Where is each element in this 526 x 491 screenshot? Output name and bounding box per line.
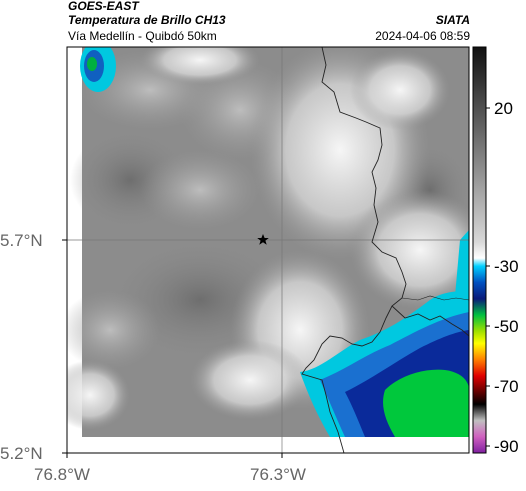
colorbar-tick-label: -90 xyxy=(494,437,519,456)
datetime-label: 2024-04-06 08:59 xyxy=(375,29,470,43)
lon-tick-label: 76.3°W xyxy=(250,465,306,484)
colorbar xyxy=(473,47,486,453)
lat-tick-label: 5.7°N xyxy=(0,231,43,250)
lat-tick-label: 5.2°N xyxy=(0,444,43,463)
department-border-east xyxy=(391,305,469,337)
product-title: Temperatura de Brillo CH13 xyxy=(68,13,226,27)
map-frame xyxy=(66,46,470,454)
colorbar-tick-label: -70 xyxy=(494,377,519,396)
location-star-marker xyxy=(257,234,269,245)
brand-label: SIATA xyxy=(435,13,470,27)
satellite-title: GOES-EAST xyxy=(68,0,139,13)
subtitle: Vía Medellín - Quibdó 50km xyxy=(68,29,217,43)
colorbar-tick-label: -30 xyxy=(494,257,519,276)
colorbar-tick-label: 20 xyxy=(494,99,513,118)
lon-tick-label: 76.8°W xyxy=(34,465,90,484)
colorbar-tick-label: -50 xyxy=(494,317,519,336)
department-border xyxy=(301,47,407,453)
brightness-temperature-field xyxy=(67,47,469,453)
